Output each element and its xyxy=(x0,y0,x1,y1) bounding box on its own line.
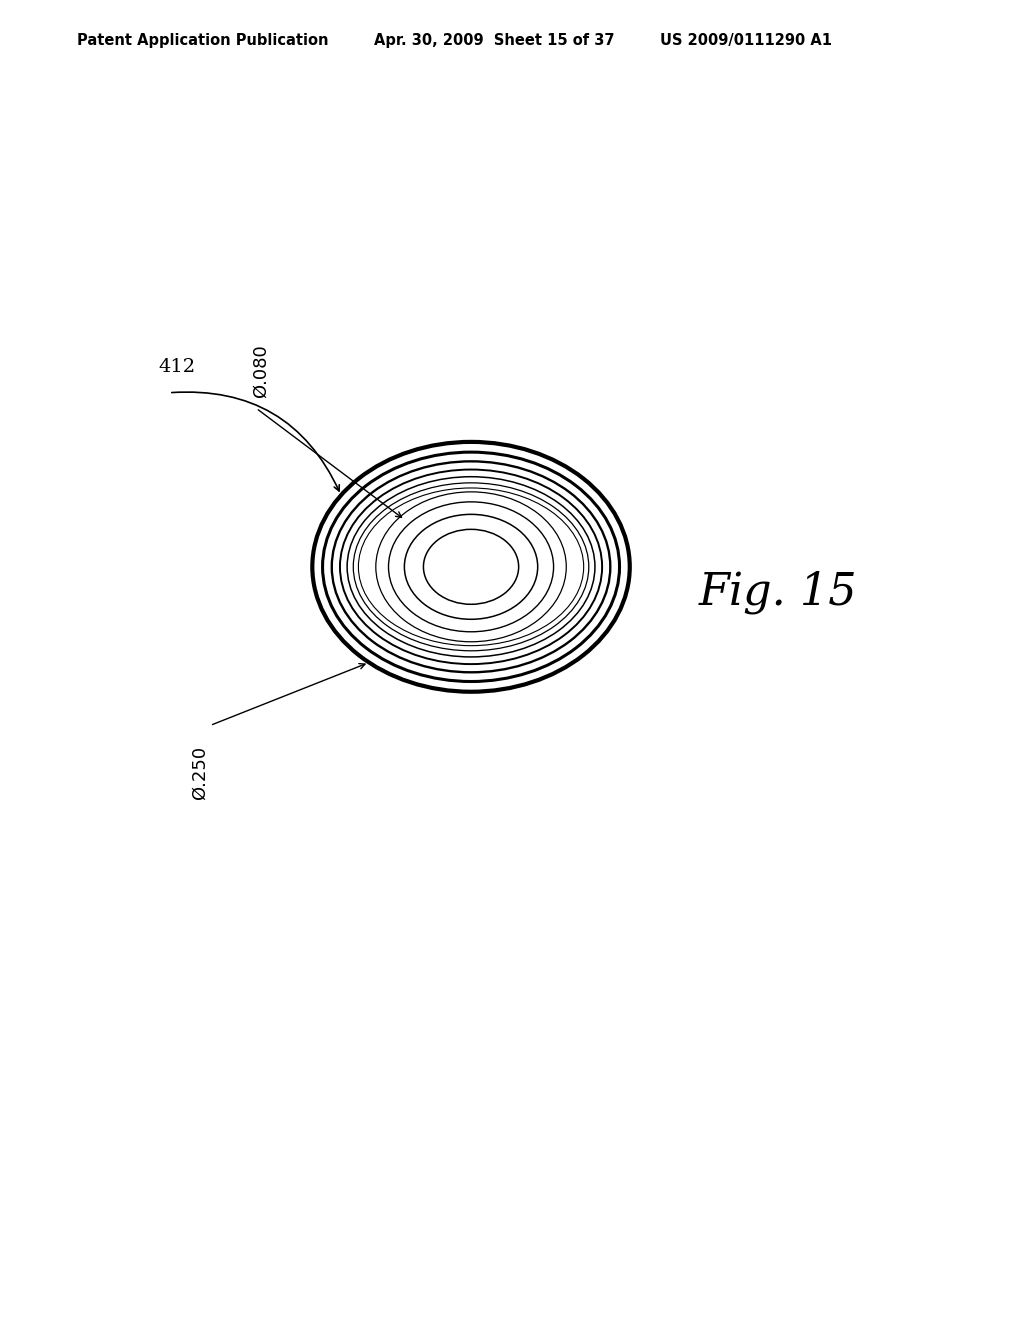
Text: Ø.080: Ø.080 xyxy=(252,345,270,397)
Text: 412: 412 xyxy=(159,358,196,376)
Text: US 2009/0111290 A1: US 2009/0111290 A1 xyxy=(660,33,833,48)
Text: Ø.250: Ø.250 xyxy=(190,746,209,800)
Text: Patent Application Publication: Patent Application Publication xyxy=(77,33,329,48)
Text: Fig. 15: Fig. 15 xyxy=(699,570,857,614)
Text: Apr. 30, 2009  Sheet 15 of 37: Apr. 30, 2009 Sheet 15 of 37 xyxy=(374,33,614,48)
